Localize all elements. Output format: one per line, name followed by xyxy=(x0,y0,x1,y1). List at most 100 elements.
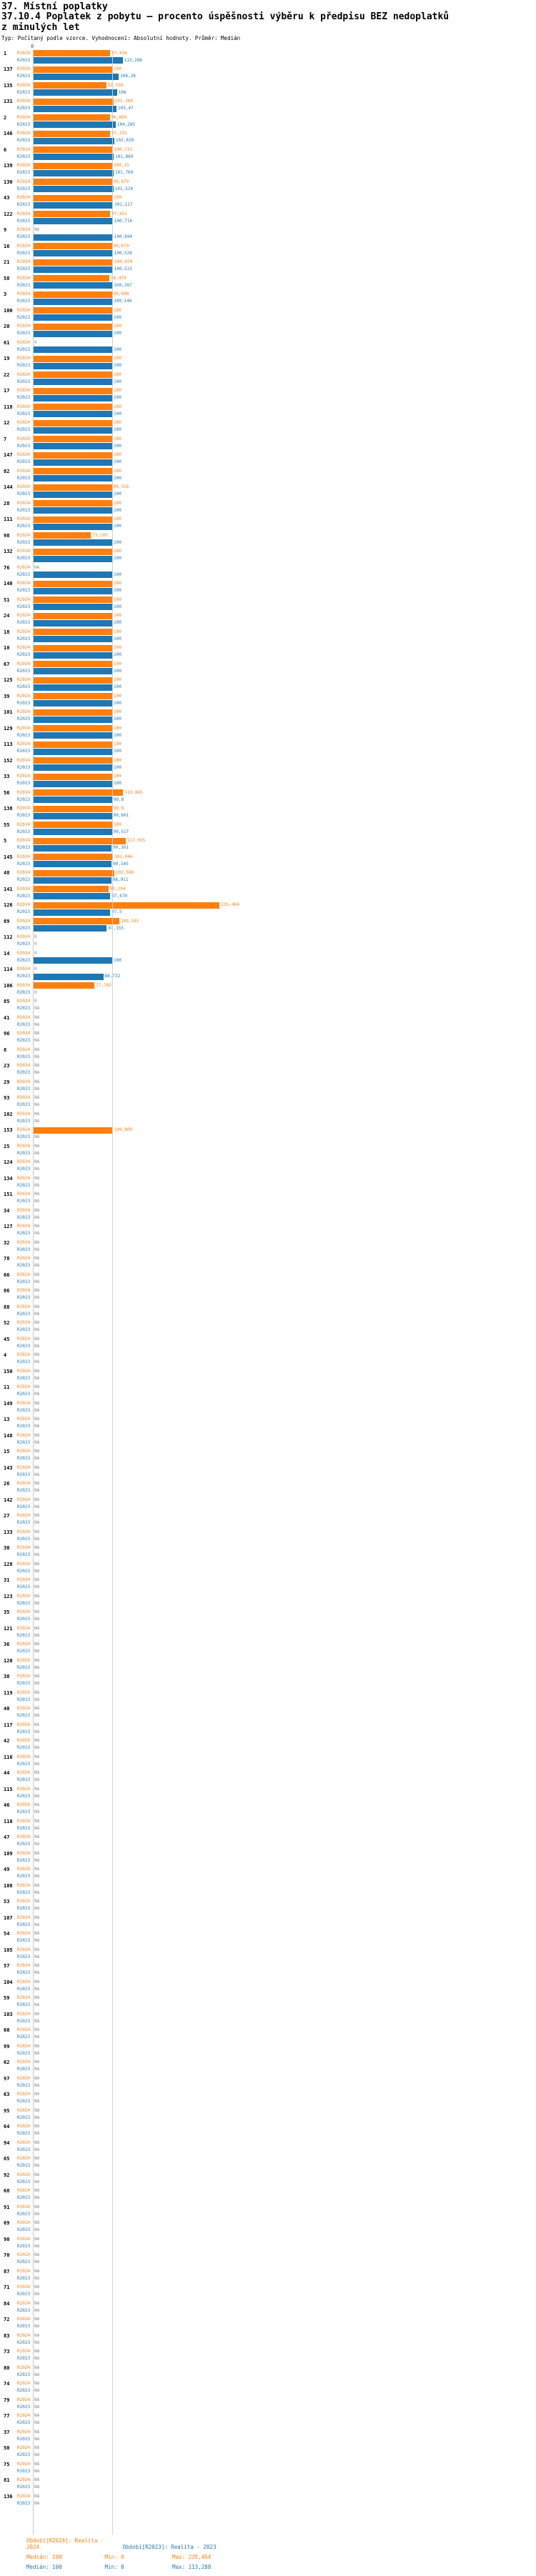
chart-row: 10 R2024 100 R2023 100 xyxy=(1,644,536,661)
value-label: 100 xyxy=(114,356,121,361)
row-rank: 2 xyxy=(4,114,7,121)
value-label: 101,369 xyxy=(114,99,133,104)
series-label-r2023: R2023 xyxy=(17,1632,31,1638)
chart-row: 35 R2024 NA R2023 NA xyxy=(1,1609,536,1625)
series-label-r2024: R2024 xyxy=(17,596,31,602)
row-rank: 32 xyxy=(4,1239,10,1246)
series-label-r2023: R2023 xyxy=(17,652,31,658)
bar-r2024 xyxy=(33,1127,113,1134)
axis-tick-zero: 0 xyxy=(31,43,34,49)
value-label: NA xyxy=(34,2115,40,2120)
series-line: R2024 100 xyxy=(17,436,536,443)
series-line: R2023 NA xyxy=(17,2098,536,2105)
series-label-r2024: R2024 xyxy=(17,2413,31,2419)
series-line: R2023 NA xyxy=(17,2162,536,2170)
row-bars: R2024 NA R2023 NA xyxy=(17,1657,536,1674)
row-bars: R2024 NA R2023 NA xyxy=(17,2412,536,2429)
series-label-r2024: R2024 xyxy=(17,1400,31,1406)
series-line: R2023 NA xyxy=(17,2355,536,2362)
chart-row: 145 R2024 101,046 R2023 99,145 xyxy=(1,854,536,870)
value-label: 102,598 xyxy=(115,870,134,876)
row-rank: 135 xyxy=(4,82,13,89)
row-rank: 40 xyxy=(4,1706,10,1712)
series-line: R2023 NA xyxy=(17,2211,536,2218)
series-line: R2024 NA xyxy=(17,1287,536,1294)
series-line: R2024 NA xyxy=(17,1079,536,1086)
row-rank: 10 xyxy=(4,645,10,652)
value-label: NA xyxy=(34,2060,40,2065)
series-line: R2023 NA xyxy=(17,1970,536,1977)
series-label-r2023: R2023 xyxy=(17,749,31,754)
bar-r2023 xyxy=(33,234,113,241)
value-label: 108,28 xyxy=(120,74,136,79)
series-label-r2023: R2023 xyxy=(17,1874,31,1879)
chart-row: 122 R2024 97,431 R2023 100,716 xyxy=(1,211,536,227)
series-label-r2023: R2023 xyxy=(17,524,31,529)
row-bars: R2024 NA R2023 NA xyxy=(17,2316,536,2332)
series-line: R2023 NA xyxy=(17,1793,536,1800)
bar-r2023 xyxy=(33,201,114,209)
bar-r2023 xyxy=(33,314,112,321)
row-rank: 22 xyxy=(4,371,10,378)
series-line: R2024 NA xyxy=(17,564,536,571)
series-line: R2023 NA xyxy=(17,1922,536,1929)
series-line: R2023 104,285 xyxy=(17,121,536,129)
series-line: R2023 100,526 xyxy=(17,250,536,257)
series-line: R2023 NA xyxy=(17,1407,536,1414)
value-label: 100 xyxy=(114,371,121,377)
chart-row: 150 R2024 NA R2023 NA xyxy=(1,1368,536,1384)
value-label: 0 xyxy=(34,967,37,972)
bar-r2024 xyxy=(33,484,112,491)
value-label: 100,523 xyxy=(114,266,132,272)
value-label: 100,809 xyxy=(114,1127,133,1133)
row-bars: R2024 NA R2023 NA xyxy=(17,1641,536,1657)
chart-row: 126 R2024 235,464 R2023 97,5 xyxy=(1,902,536,918)
bar-r2024 xyxy=(33,629,112,636)
series-label-r2024: R2024 xyxy=(17,1031,31,1037)
value-label: NA xyxy=(34,1761,40,1767)
series-label-r2024: R2024 xyxy=(17,2332,31,2338)
series-label-r2023: R2023 xyxy=(17,1263,31,1269)
series-line: R2024 NA xyxy=(17,2397,536,2404)
series-label-r2023: R2023 xyxy=(17,1070,31,1076)
series-label-r2024: R2024 xyxy=(17,2349,31,2355)
row-rank: 107 xyxy=(4,1914,13,1921)
series-label-r2023: R2023 xyxy=(17,1022,31,1027)
stats-row-r2023: Medián: 100 Min: 0 Max: 113,288 xyxy=(1,2564,536,2570)
value-label: 100 xyxy=(114,516,121,522)
value-label: NA xyxy=(34,1979,40,1985)
series-label-r2024: R2024 xyxy=(17,950,31,956)
value-label: NA xyxy=(34,2260,40,2265)
row-rank: 121 xyxy=(4,1625,13,1632)
bar-r2024 xyxy=(33,822,112,829)
value-label: 100 xyxy=(114,475,121,481)
value-label: NA xyxy=(34,1625,40,1631)
series-line: R2023 97,679 xyxy=(17,893,536,900)
series-label-r2024: R2024 xyxy=(17,388,31,394)
chart-row: 127 R2024 NA R2023 NA xyxy=(1,1223,536,1239)
chart-row: 39 R2024 100 R2023 100 xyxy=(1,693,536,709)
chart-row: 78 R2024 NA R2023 NA xyxy=(1,1255,536,1272)
value-label: 99,698 xyxy=(113,291,129,297)
row-bars: R2024 NA R2023 NA xyxy=(17,1561,536,1577)
series-line: R2023 NA xyxy=(17,1327,536,1334)
row-rank: 127 xyxy=(4,1224,13,1230)
chart-row: 41 R2024 NA R2023 NA xyxy=(1,1014,536,1031)
chart-row: 70 R2024 NA R2023 NA xyxy=(1,2252,536,2268)
series-line: R2024 NA xyxy=(17,2348,536,2355)
row-bars: R2024 NA R2023 NA xyxy=(17,2155,536,2172)
row-rank: 101 xyxy=(4,709,13,716)
row-bars: R2024 NA R2023 NA xyxy=(17,1625,536,1642)
row-rank: 94 xyxy=(4,2140,10,2146)
row-bars: R2024 NA R2023 NA xyxy=(17,1239,536,1256)
series-label-r2023: R2023 xyxy=(17,459,31,465)
series-label-r2024: R2024 xyxy=(17,1352,31,1358)
series-line: R2024 100 xyxy=(17,371,536,379)
row-rank: 48 xyxy=(4,870,10,877)
series-label-r2023: R2023 xyxy=(17,1407,31,1413)
row-bars: R2024 NA R2023 NA xyxy=(17,2429,536,2445)
series-line: R2024 NA xyxy=(17,1641,536,1648)
value-label: NA xyxy=(34,1063,40,1069)
chart-row: 120 R2024 NA R2023 NA xyxy=(1,1657,536,1674)
chart-row: 91 R2024 NA R2023 NA xyxy=(1,2204,536,2220)
